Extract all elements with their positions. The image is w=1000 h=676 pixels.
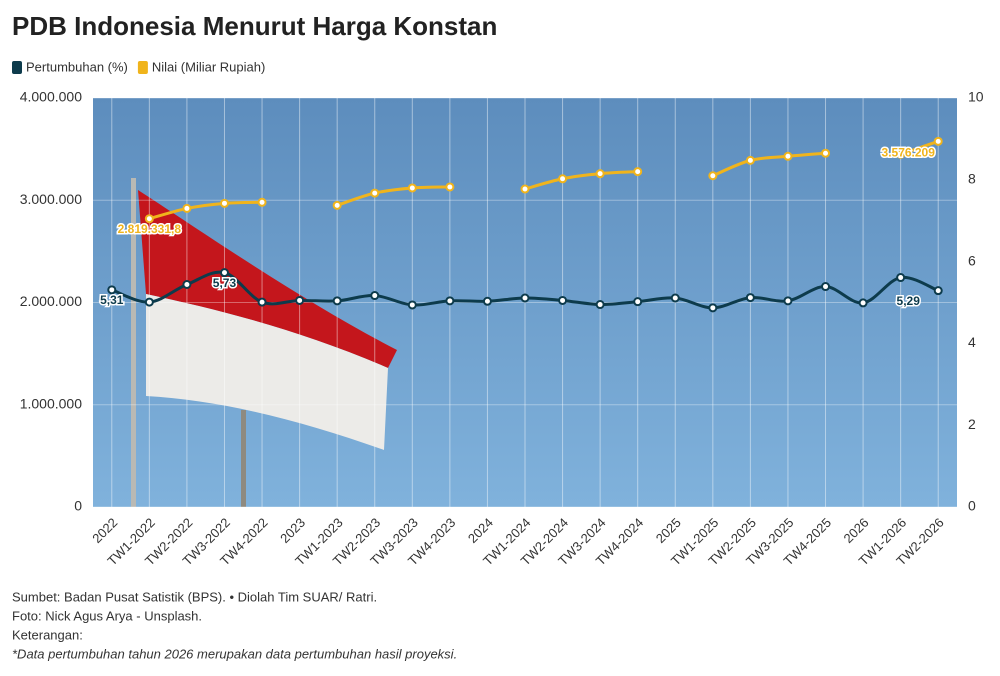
data-point — [182, 280, 192, 290]
data-point — [144, 214, 154, 224]
data-point — [144, 297, 154, 307]
y-tick-label: 0 — [74, 498, 82, 514]
data-point — [821, 282, 831, 292]
data-point — [257, 197, 267, 207]
series-line — [336, 185, 450, 207]
data-point — [783, 296, 793, 306]
data-point — [708, 171, 718, 181]
data-point — [407, 183, 417, 193]
data-point — [407, 300, 417, 310]
data-point — [370, 188, 380, 198]
series-line — [712, 151, 826, 178]
y-tick-label: 4.000.000 — [20, 89, 82, 105]
y2-tick-label: 2 — [968, 416, 976, 432]
y2-tick-label: 8 — [968, 171, 976, 187]
data-point — [595, 169, 605, 179]
data-point — [595, 300, 605, 310]
x-tick-label: 2025 — [653, 515, 684, 546]
data-point — [745, 155, 755, 165]
data-point — [332, 296, 342, 306]
data-point — [896, 149, 906, 159]
data-point — [520, 184, 530, 194]
data-point — [633, 297, 643, 307]
legend-swatch — [137, 61, 148, 74]
data-point — [933, 136, 943, 146]
y-tick-label: 1.000.000 — [20, 395, 82, 411]
y-tick-label: 3.000.000 — [20, 191, 82, 207]
data-point — [295, 295, 305, 305]
data-point — [219, 198, 229, 208]
data-point — [858, 298, 868, 308]
y2-tick-label: 10 — [968, 89, 984, 105]
data-label: 3.576.209 — [882, 146, 936, 160]
footnote: Keterangan: — [12, 627, 83, 642]
data-point — [633, 167, 643, 177]
data-point — [445, 296, 455, 306]
data-point — [558, 174, 568, 184]
y2-tick-label: 6 — [968, 252, 976, 268]
data-point — [219, 268, 229, 278]
series-line — [148, 200, 263, 221]
y2-tick-label: 0 — [968, 498, 976, 514]
data-point — [708, 303, 718, 313]
data-point — [332, 200, 342, 210]
data-point — [821, 148, 831, 158]
data-point — [370, 291, 380, 301]
data-point — [670, 293, 680, 303]
x-tick-label: 2023 — [277, 515, 308, 546]
data-label: 2.819.331,8 — [118, 222, 182, 236]
footnote: *Data pertumbuhan tahun 2026 merupakan d… — [12, 646, 457, 661]
data-label: 5,31 — [100, 293, 124, 307]
data-point — [783, 151, 793, 161]
flag-photo — [131, 178, 397, 507]
footnote: Foto: Nick Agus Arya - Unsplash. — [12, 608, 202, 623]
data-label: 5,29 — [897, 294, 921, 308]
footnote: Sumbet: Badan Pusat Satistik (BPS). • Di… — [12, 589, 377, 604]
y-tick-label: 2.000.000 — [20, 293, 82, 309]
legend-swatch — [12, 61, 22, 74]
data-point — [257, 297, 267, 307]
x-tick-label: 2022 — [89, 515, 120, 546]
x-tick-label: 2024 — [465, 515, 496, 546]
legend: Pertumbuhan (%) Nilai (Miliar Rupiah) — [12, 59, 265, 74]
data-point — [182, 203, 192, 213]
data-point — [933, 286, 943, 296]
data-point — [482, 296, 492, 306]
series-line — [524, 170, 638, 191]
chart-title: PDB Indonesia Menurut Harga Konstan — [12, 11, 497, 41]
data-label: 5,73 — [213, 276, 237, 290]
data-point — [520, 293, 530, 303]
data-point — [745, 293, 755, 303]
x-tick-label: 2026 — [841, 515, 872, 546]
y2-tick-label: 4 — [968, 334, 976, 350]
data-point — [896, 273, 906, 283]
legend-label: Pertumbuhan (%) — [26, 59, 128, 74]
legend-label: Nilai (Miliar Rupiah) — [152, 59, 265, 74]
data-point — [107, 285, 117, 295]
data-point — [445, 182, 455, 192]
data-point — [558, 295, 568, 305]
